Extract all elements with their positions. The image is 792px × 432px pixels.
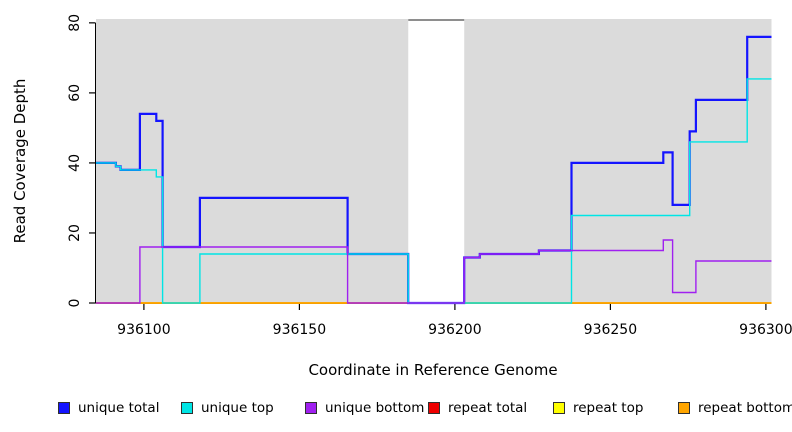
series-unique-bottom <box>96 239 772 304</box>
y-tick-label: 40 <box>67 154 83 172</box>
legend-label: repeat total <box>448 400 528 416</box>
x-tick-label: 936200 <box>428 322 481 338</box>
legend-swatch-unique-total <box>58 402 70 414</box>
masked-region <box>408 19 465 303</box>
legend-label: unique bottom <box>325 400 425 416</box>
legend-swatch-repeat-bottom <box>678 402 690 414</box>
x-tick-label: 936300 <box>739 322 792 338</box>
y-axis-label: Read Coverage Depth <box>11 78 29 244</box>
legend-label: unique total <box>78 400 160 416</box>
legend-item-unique-bottom: unique bottom <box>305 400 424 416</box>
legend-swatch-unique-bottom <box>305 402 317 414</box>
legend-item-repeat-bottom: repeat bottom <box>678 400 792 416</box>
legend-label: unique top <box>201 400 274 416</box>
legend-item-unique-top: unique top <box>181 400 274 416</box>
legend-item-unique-total: unique total <box>58 400 159 416</box>
legend-item-repeat-top: repeat top <box>553 400 643 416</box>
legend-item-repeat-total: repeat total <box>428 400 527 416</box>
y-tick-label: 80 <box>67 14 83 32</box>
x-tick-label: 936150 <box>273 322 326 338</box>
x-axis-label: Coordinate in Reference Genome <box>308 361 558 379</box>
x-tick-label: 936250 <box>584 322 637 338</box>
legend-swatch-repeat-top <box>553 402 565 414</box>
legend-label: repeat top <box>573 400 644 416</box>
y-tick-label: 20 <box>67 224 83 242</box>
legend-label: repeat bottom <box>698 400 792 416</box>
series-unique-top <box>96 78 772 304</box>
legend-swatch-repeat-total <box>428 402 440 414</box>
legend-swatch-unique-top <box>181 402 193 414</box>
y-tick-label: 0 <box>67 299 83 308</box>
x-tick-label: 936100 <box>117 322 170 338</box>
y-tick-label: 60 <box>67 84 83 102</box>
